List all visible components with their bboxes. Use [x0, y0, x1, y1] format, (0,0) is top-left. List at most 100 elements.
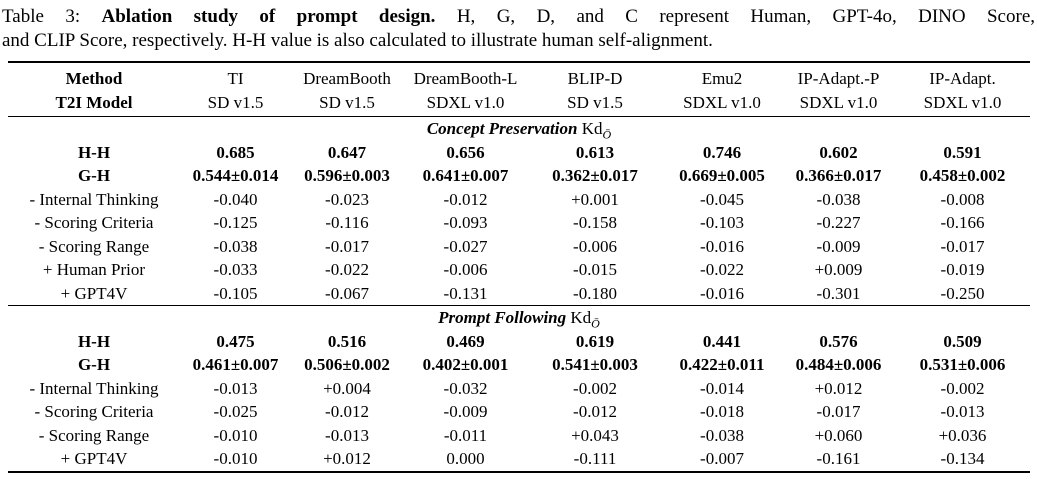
- value-cell: -0.045: [700, 189, 744, 209]
- value-cell: 0.484±0.006: [795, 355, 882, 374]
- value-cell: 0.685: [216, 142, 255, 162]
- metric-symbol: KdŌ: [577, 119, 612, 142]
- table-caption: Table 3: Ablation study of prompt design…: [2, 5, 1035, 53]
- value-cell: 0.619: [575, 331, 615, 351]
- row-label: + GPT4V: [60, 449, 128, 468]
- value-cell: -0.022: [325, 260, 369, 279]
- value-cell: +0.001: [571, 189, 619, 209]
- row-label: H-H: [77, 142, 111, 162]
- value-cell: -0.016: [700, 236, 744, 256]
- caption-label: Table 3:: [2, 6, 102, 27]
- value-cell: -0.032: [443, 378, 488, 398]
- value-cell: 0.541±0.003: [552, 355, 638, 374]
- value-cell: -0.158: [573, 213, 617, 232]
- header-method-cell: DreamBooth-L: [413, 69, 518, 88]
- value-cell: -0.017: [816, 402, 861, 421]
- table-body: Concept Preservation KdŌ H-H 0.685 0.647 0.6…: [8, 117, 1030, 472]
- value-cell: -0.013: [940, 402, 985, 421]
- value-cell: 0.669±0.005: [679, 166, 765, 185]
- value-cell: -0.012: [573, 402, 617, 421]
- value-cell: -0.013: [213, 378, 258, 398]
- header-method-cell: DreamBooth: [303, 69, 391, 88]
- value-cell: -0.033: [213, 260, 258, 279]
- value-cell: 0.602: [819, 142, 858, 162]
- value-cell: -0.017: [940, 236, 985, 256]
- value-cell: -0.301: [816, 283, 861, 303]
- table-row: + GPT4V -0.105 -0.067 -0.131 -0.180 -0.016 -0.…: [8, 282, 1030, 306]
- table-row: - Scoring Criteria -0.125 -0.116 -0.093 -0.1…: [8, 211, 1030, 235]
- value-cell: -0.012: [325, 402, 369, 421]
- value-cell: 0.461±0.007: [192, 355, 279, 374]
- table-row: G-H 0.461±0.007 0.506±0.002 0.402±0.001 0.54…: [8, 353, 1030, 377]
- value-cell: +0.043: [571, 425, 619, 445]
- value-cell: -0.012: [443, 189, 488, 209]
- value-cell: -0.006: [573, 236, 617, 256]
- value-cell: -0.038: [700, 425, 744, 445]
- value-cell: 0.531±0.006: [919, 355, 1006, 374]
- row-label: G-H: [77, 355, 111, 374]
- value-cell: -0.018: [700, 402, 744, 421]
- table-row: + GPT4V -0.010 +0.012 0.000 -0.111 -0.007 -0.1…: [8, 447, 1030, 472]
- value-cell: -0.009: [443, 402, 488, 421]
- value-cell: 0.596±0.003: [304, 166, 390, 185]
- value-cell: 0.000: [446, 449, 485, 468]
- value-cell: -0.002: [940, 378, 985, 398]
- value-cell: -0.125: [213, 213, 258, 232]
- header-model-row: T2I Model SD v1.5 SD v1.5 SDXL v1.0 SD v1.5…: [8, 90, 1030, 117]
- value-cell: -0.067: [325, 283, 369, 303]
- header-model-cell: SD v1.5: [291, 90, 403, 117]
- value-cell: +0.060: [814, 425, 863, 445]
- section-name: Prompt Following: [438, 308, 567, 327]
- value-cell: -0.103: [700, 213, 744, 232]
- header-model-label: T2I Model: [8, 90, 180, 117]
- row-label: - Internal Thinking: [29, 378, 159, 398]
- header-method-cell: Emu2: [701, 69, 743, 88]
- value-cell: 0.641±0.007: [422, 166, 509, 185]
- row-label: - Scoring Range: [38, 236, 150, 256]
- value-cell: -0.008: [940, 189, 985, 209]
- value-cell: 0.591: [943, 142, 982, 162]
- section-name: Concept Preservation: [426, 119, 578, 138]
- value-cell: -0.093: [443, 213, 488, 232]
- caption-line1-rest: H, G, D, and C represent Human, GPT-4o, …: [435, 6, 1036, 27]
- value-cell: 0.613: [575, 142, 615, 162]
- value-cell: -0.002: [573, 378, 617, 398]
- value-cell: 0.509: [943, 331, 982, 351]
- caption-line1: Table 3: Ablation study of prompt design…: [2, 5, 1035, 29]
- value-cell: +0.012: [323, 449, 371, 468]
- value-cell: 0.422±0.011: [679, 355, 765, 374]
- paper-page: Table 3: Ablation study of prompt design…: [0, 5, 1037, 473]
- header-model-cell: SDXL v1.0: [403, 90, 528, 117]
- section-title-row: Prompt Following KdŌ: [8, 305, 1030, 331]
- value-cell: 0.506±0.002: [304, 355, 390, 374]
- table-row: H-H 0.685 0.647 0.656 0.613 0.746 0.602 0.591: [8, 141, 1030, 165]
- value-cell: -0.015: [573, 260, 617, 279]
- header-model-cell: SDXL v1.0: [895, 90, 1030, 117]
- section-title-row: Concept Preservation KdŌ: [8, 117, 1030, 141]
- row-label: - Scoring Range: [38, 425, 150, 445]
- value-cell: 0.366±0.017: [795, 166, 882, 185]
- value-cell: -0.227: [816, 213, 861, 232]
- value-cell: -0.019: [940, 260, 985, 279]
- value-cell: -0.010: [213, 449, 258, 468]
- header-method-cell: TI: [227, 69, 244, 88]
- value-cell: 0.441: [702, 331, 742, 351]
- value-cell: -0.006: [443, 260, 488, 279]
- value-cell: -0.116: [325, 213, 369, 232]
- table-row: - Scoring Range -0.038 -0.017 -0.027 -0.006 -…: [8, 235, 1030, 259]
- value-cell: +0.036: [938, 425, 987, 445]
- value-cell: -0.250: [940, 283, 985, 303]
- metric-symbol: KdŌ: [566, 308, 600, 331]
- value-cell: +0.004: [323, 378, 371, 398]
- value-cell: -0.131: [443, 283, 488, 303]
- table-row: G-H 0.544±0.014 0.596±0.003 0.641±0.007 0.36…: [8, 164, 1030, 188]
- value-cell: -0.022: [700, 260, 744, 279]
- value-cell: -0.011: [443, 425, 488, 445]
- header-method-label: Method: [65, 69, 123, 88]
- row-label: - Scoring Criteria: [34, 213, 154, 232]
- row-label: + GPT4V: [60, 283, 128, 303]
- table-row: - Internal Thinking -0.013 +0.004 -0.032 -0.…: [8, 377, 1030, 401]
- value-cell: -0.013: [325, 425, 369, 445]
- value-cell: -0.038: [816, 189, 861, 209]
- value-cell: 0.746: [702, 142, 742, 162]
